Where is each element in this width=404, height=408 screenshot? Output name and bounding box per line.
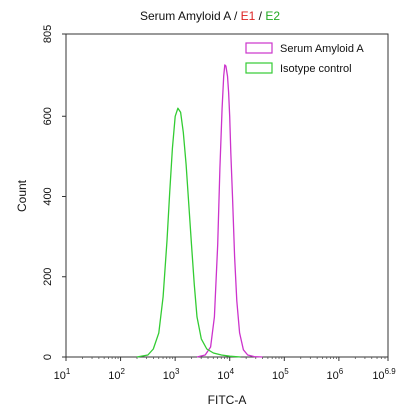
legend-swatch-serum-amyloid-a <box>245 42 273 54</box>
legend: Serum Amyloid A Isotype control <box>245 42 364 75</box>
x-axis: 101 102 103 104 105 106 106.9 <box>54 357 396 382</box>
y-tick-label: 200 <box>42 268 54 286</box>
plot-area <box>65 33 389 358</box>
x-tick-label: 106.9 <box>372 367 396 382</box>
series-layer <box>136 64 263 358</box>
series-line-isotype-control <box>136 107 241 358</box>
y-tick-label: 0 <box>42 354 54 360</box>
y-axis-label: Count <box>15 179 29 212</box>
chart-title-separator: / <box>255 9 265 23</box>
legend-label-isotype-control: Isotype control <box>280 63 352 75</box>
y-tick-label: 600 <box>42 107 54 125</box>
x-tick-label: 104 <box>217 367 234 382</box>
x-tick-label: 106 <box>327 367 344 382</box>
x-axis-label: FITC-A <box>208 393 247 407</box>
chart-title: Serum Amyloid A / E1 / E2 <box>140 9 280 23</box>
x-tick-label: 105 <box>272 367 289 382</box>
y-axis: 0 200 400 600 805 <box>42 25 66 360</box>
x-tick-label: 103 <box>163 367 180 382</box>
y-tick-label: 400 <box>42 187 54 205</box>
legend-label-serum-amyloid-a: Serum Amyloid A <box>280 43 364 55</box>
y-tick-label: 805 <box>42 25 54 43</box>
chart-title-e1: E1 <box>241 9 256 23</box>
chart-title-main: Serum Amyloid A / <box>140 9 241 23</box>
chart-title-e2: E2 <box>265 9 280 23</box>
series-line-serum-amyloid-a <box>196 64 263 358</box>
legend-swatch-isotype-control <box>245 62 273 74</box>
x-tick-label: 101 <box>54 367 71 382</box>
x-tick-label: 102 <box>108 367 125 382</box>
